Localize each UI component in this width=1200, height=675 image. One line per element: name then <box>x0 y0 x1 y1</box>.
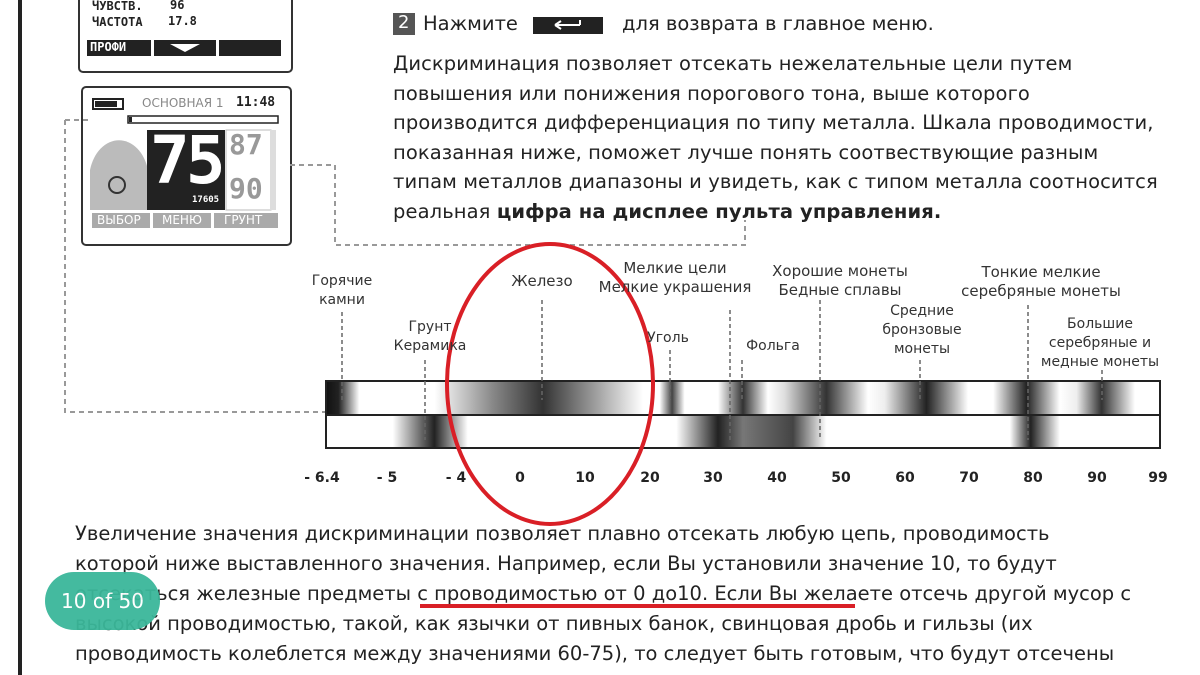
label-line: Керамика <box>393 338 467 354</box>
label-line: Тонкие мелкие <box>981 263 1101 281</box>
scale-tick-label: 99 <box>1148 470 1168 486</box>
device-value: 96 <box>170 0 185 12</box>
label-line: Горячие <box>311 273 373 289</box>
paragraph-line: Дискриминация позволяет отсекать нежелат… <box>393 52 1073 75</box>
device-button: ГРУНТ <box>224 213 263 227</box>
scale-tick-label: 60 <box>895 470 915 486</box>
device-value: 90 <box>229 172 263 205</box>
scale-label: Фольга <box>746 337 800 356</box>
paragraph-line: показанная ниже, поможет лучше понять со… <box>393 140 1099 164</box>
scale-label: Большие серебряные и медные монеты <box>1041 315 1159 372</box>
label-line: Железо <box>511 272 573 290</box>
scale-tick-label: 20 <box>640 470 660 486</box>
scale-tick-label: - 6.4 <box>304 470 340 486</box>
label-line: Мелкие украшения <box>598 278 752 296</box>
bold-text: цифра на дисплее пульта управления. <box>496 199 942 223</box>
device-time: 11:48 <box>236 95 276 110</box>
scale-tick-label: 30 <box>703 470 723 486</box>
scale-tick-label: 40 <box>767 470 787 486</box>
label-line: серебряные монеты <box>961 282 1121 300</box>
label-line: камни <box>319 292 365 308</box>
device-label: ЧУВСТВ. <box>92 0 143 13</box>
paragraph-line: отсекаться железные предметы с проводимо… <box>75 582 1132 605</box>
label-line: Фольга <box>746 338 800 354</box>
device-frequency: 17605 <box>192 195 220 205</box>
scale-tick-label: - 4 <box>445 470 467 486</box>
device-reading: 75 <box>150 122 226 199</box>
paragraph-line: проводимость колеблется между значениями… <box>75 642 1115 665</box>
text: реальная <box>393 199 491 223</box>
label-line: бронзовые <box>882 322 962 338</box>
device-button: МЕНЮ <box>162 213 202 227</box>
scale-tick-label: 70 <box>959 470 979 486</box>
scale-tick-label: 10 <box>575 470 595 486</box>
page-counter[interactable]: 10 of 50 <box>45 572 160 630</box>
paragraph-line: высокой проводимостью, такой, как язычки… <box>75 612 1033 635</box>
device-label: ЧАСТОТА <box>92 15 143 29</box>
label-line: Уголь <box>647 330 689 346</box>
paragraph-line: которой ниже выставленного значения. Нап… <box>75 552 1057 575</box>
label-line: серебряные и <box>1048 335 1152 351</box>
device-button: ВЫБОР <box>97 213 141 227</box>
device-button: ПРОФИ <box>90 40 127 54</box>
label-line: Хорошие монеты <box>772 262 908 280</box>
scale-tick-label: 50 <box>831 470 851 486</box>
scale-label: Горячие камни <box>312 272 372 310</box>
scale-label: Железо <box>511 272 572 291</box>
label-line: медные монеты <box>1040 354 1160 370</box>
scale-label: Тонкие мелкие серебряные монеты <box>961 263 1121 301</box>
label-line: Бедные сплавы <box>778 281 902 299</box>
scale-tick-label: 90 <box>1087 470 1107 486</box>
scale-tick-label: 0 <box>515 470 525 486</box>
scale-label: Уголь <box>647 329 689 348</box>
paragraph-line: реальная цифра на дисплее пульта управле… <box>393 200 941 223</box>
step-text: Нажмите <box>423 12 518 35</box>
label-line: Мелкие цели <box>623 259 727 277</box>
device-mode: ОСНОВНАЯ 1 <box>142 96 224 110</box>
scale-label: Мелкие цели Мелкие украшения <box>599 259 752 297</box>
device-value: 87 <box>229 128 263 161</box>
step-text: для возврата в главное меню. <box>622 12 934 35</box>
step-number: 2 <box>398 12 410 33</box>
paragraph-line: производится дифференциация по типу мета… <box>393 111 1154 134</box>
paragraph-line: типам металлов диапазоны и увидеть, как … <box>393 170 1158 193</box>
label-line: Средние <box>890 303 954 319</box>
label-line: монеты <box>893 341 951 357</box>
label-line: Большие <box>1067 316 1133 332</box>
scale-tick-label: - 5 <box>376 470 398 486</box>
label-line: Грунт <box>408 319 452 335</box>
scale-label: Грунт Керамика <box>394 318 467 356</box>
device-value: 17.8 <box>168 14 197 28</box>
paragraph-line: Увеличение значения дискриминации позвол… <box>75 522 1050 545</box>
scale-tick-label: 80 <box>1023 470 1043 486</box>
paragraph-line: повышения или понижения порогового тона,… <box>393 81 1030 105</box>
scale-label: Средние бронзовые монеты <box>882 302 961 359</box>
scale-label: Хорошие монеты Бедные сплавы <box>772 262 908 300</box>
